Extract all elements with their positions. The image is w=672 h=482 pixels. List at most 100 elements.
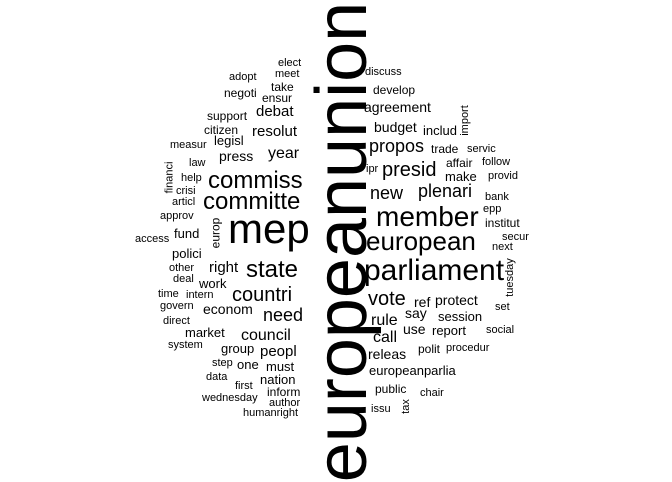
word-trade: trade [431, 142, 459, 156]
word-presid: presid [382, 159, 437, 181]
word-make: make [445, 169, 477, 184]
word-take: take [271, 80, 294, 94]
word-tax: tax [399, 399, 412, 414]
word-ensur: ensur [262, 91, 293, 105]
word-law: law [189, 157, 206, 169]
word-propos: propos [369, 136, 425, 156]
word-need: need [263, 305, 304, 325]
word-state: state [246, 256, 299, 283]
word-issu: issu [371, 403, 391, 415]
word-say: say [405, 305, 427, 321]
word-work: work [199, 276, 227, 291]
word-servic: servic [467, 143, 496, 155]
word-mep: mep [228, 205, 310, 252]
word-europ: europ [208, 217, 223, 249]
word-tuesday: tuesday [503, 258, 516, 297]
word-member: member [376, 201, 479, 232]
word-budget: budget [374, 119, 417, 135]
word-support: support [207, 109, 248, 123]
word-press: press [219, 148, 254, 164]
word-discuss: discuss [365, 66, 402, 78]
word-intern: intern [186, 289, 214, 301]
word-ipr: ipr [366, 163, 379, 175]
word-next: next [492, 241, 513, 253]
word-europeanparlia: europeanparlia [369, 363, 456, 378]
word-approv: approv [160, 210, 194, 222]
word-crisi: crisi [176, 185, 196, 197]
word-year: year [268, 145, 300, 162]
word-countri: countri [232, 284, 293, 306]
word-chair: chair [420, 387, 444, 399]
word-provid: provid [488, 170, 518, 182]
word-procedur: procedur [446, 342, 490, 354]
word-financi: financi [163, 161, 176, 194]
word-public: public [375, 382, 407, 396]
word-call: call [373, 329, 398, 346]
word-includ: includ [423, 123, 457, 138]
word-set: set [495, 301, 510, 313]
word-use: use [403, 321, 426, 337]
word-legisl: legisl [214, 133, 244, 148]
word-polici: polici [172, 246, 202, 261]
word-one: one [237, 357, 259, 372]
word-vote: vote [368, 288, 406, 310]
word-committe: committe [203, 188, 301, 215]
word-rule: rule [371, 312, 398, 329]
word-adopt: adopt [229, 71, 257, 83]
word-access: access [135, 233, 170, 245]
word-protect: protect [435, 292, 478, 308]
word-time: time [158, 288, 179, 300]
word-system: system [168, 339, 203, 351]
word-elect: elect [278, 57, 302, 69]
word-other: other [169, 262, 195, 274]
word-new: new [370, 183, 404, 203]
word-resolut: resolut [252, 123, 298, 140]
word-peopl: peopl [260, 343, 297, 360]
word-nation: nation [260, 372, 296, 387]
word-import: import [458, 105, 471, 136]
word-measur: measur [170, 139, 207, 151]
word-inform: inform [267, 385, 301, 399]
word-must: must [266, 359, 295, 374]
word-epp: epp [483, 203, 502, 215]
word-author: author [269, 397, 301, 409]
word-follow: follow [482, 156, 511, 168]
word-fund: fund [174, 226, 200, 241]
word-articl: articl [172, 196, 196, 208]
word-social: social [486, 324, 515, 336]
word-ref: ref [414, 294, 431, 310]
word-secur: secur [502, 231, 529, 243]
word-report: report [432, 323, 466, 338]
word-first: first [235, 380, 253, 392]
word-step: step [212, 357, 233, 369]
word-meet: meet [275, 68, 300, 80]
word-govern: govern [160, 300, 194, 312]
word-parliament: parliament [364, 254, 505, 287]
word-european: european [366, 226, 476, 256]
word-bank: bank [485, 191, 509, 203]
word-council: council [241, 327, 291, 344]
word-affair: affair [446, 156, 473, 170]
word-institut: institut [485, 216, 520, 230]
word-deal: deal [173, 273, 194, 285]
word-direct: direct [163, 315, 190, 327]
word-polit: polit [418, 342, 441, 356]
word-wednesday: wednesday [202, 392, 258, 404]
word-commiss: commiss [208, 167, 303, 194]
word-market: market [185, 325, 225, 340]
word-econom: econom [203, 301, 253, 317]
word-citizen: citizen [204, 123, 239, 137]
word-agreement: agreement [364, 99, 431, 115]
word-humanright: humanright [243, 407, 299, 419]
word-data: data [206, 371, 228, 383]
word-negoti: negoti [224, 86, 257, 100]
word-plenari: plenari [418, 181, 473, 201]
word-session: session [438, 309, 483, 324]
word-develop: develop [373, 83, 416, 97]
word-right: right [209, 259, 239, 276]
word-help: help [181, 172, 202, 184]
word-releas: releas [368, 346, 407, 362]
word-debat: debat [256, 103, 294, 120]
word-group: group [221, 341, 255, 356]
